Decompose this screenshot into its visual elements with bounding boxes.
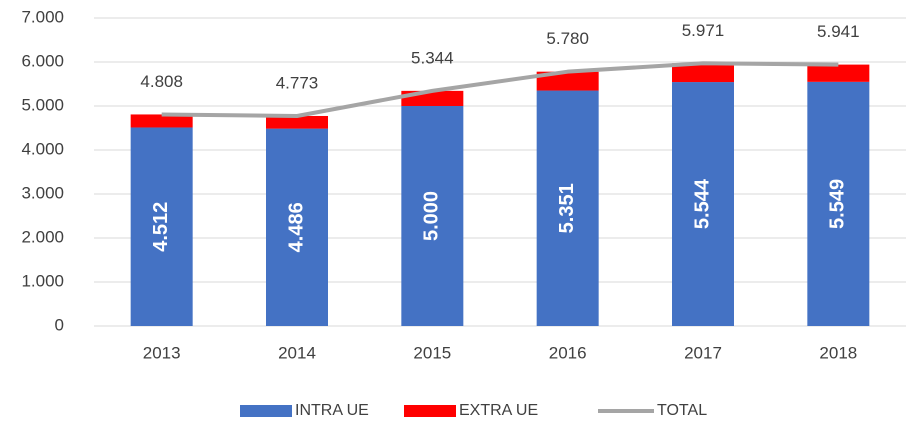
x-tick-label: 2013 xyxy=(143,343,181,362)
legend-swatch xyxy=(404,405,456,417)
y-tick-label: 7.000 xyxy=(21,7,64,26)
x-tick-label: 2017 xyxy=(684,343,722,362)
line-label: 4.808 xyxy=(140,72,183,91)
bar-segment xyxy=(130,127,193,326)
bar-segment xyxy=(807,81,870,327)
x-tick-label: 2018 xyxy=(819,343,857,362)
bar-segment xyxy=(672,63,734,83)
bar-segment xyxy=(266,115,328,129)
bar-segment xyxy=(130,114,193,128)
bar-segment xyxy=(536,90,599,326)
bar-label: 5.544 xyxy=(691,178,713,229)
line-label: 5.780 xyxy=(546,29,589,48)
bar-label: 5.351 xyxy=(556,183,578,233)
bar-segment xyxy=(536,71,599,91)
x-tick-label: 2016 xyxy=(549,343,587,362)
bar-segment xyxy=(672,82,734,327)
x-tick-label: 2015 xyxy=(413,343,451,362)
line-label: 4.773 xyxy=(276,73,319,92)
legend-swatch xyxy=(240,405,292,417)
bar-segment xyxy=(266,128,328,326)
y-tick-label: 5.000 xyxy=(21,95,64,114)
line-label: 5.344 xyxy=(411,48,454,67)
bar-segment xyxy=(401,106,464,326)
bar-label: 5.000 xyxy=(421,191,443,241)
line-label: 5.971 xyxy=(682,21,725,40)
y-tick-label: 6.000 xyxy=(21,51,64,70)
y-tick-label: 0 xyxy=(55,315,64,334)
line-label: 5.941 xyxy=(817,22,860,41)
legend-label: INTRA UE xyxy=(295,402,369,419)
x-tick-label: 2014 xyxy=(278,343,316,362)
bar-segment xyxy=(807,64,870,82)
y-tick-label: 4.000 xyxy=(21,139,64,158)
legend-label: TOTAL xyxy=(657,402,707,419)
y-tick-label: 1.000 xyxy=(21,271,64,290)
bar-label: 4.486 xyxy=(285,202,307,252)
bar-label: 4.512 xyxy=(150,202,172,252)
legend-label: EXTRA UE xyxy=(459,402,538,419)
y-tick-label: 2.000 xyxy=(21,227,64,246)
bar-label: 5.549 xyxy=(827,179,849,229)
total-line xyxy=(161,61,839,118)
y-tick-label: 3.000 xyxy=(21,183,64,202)
